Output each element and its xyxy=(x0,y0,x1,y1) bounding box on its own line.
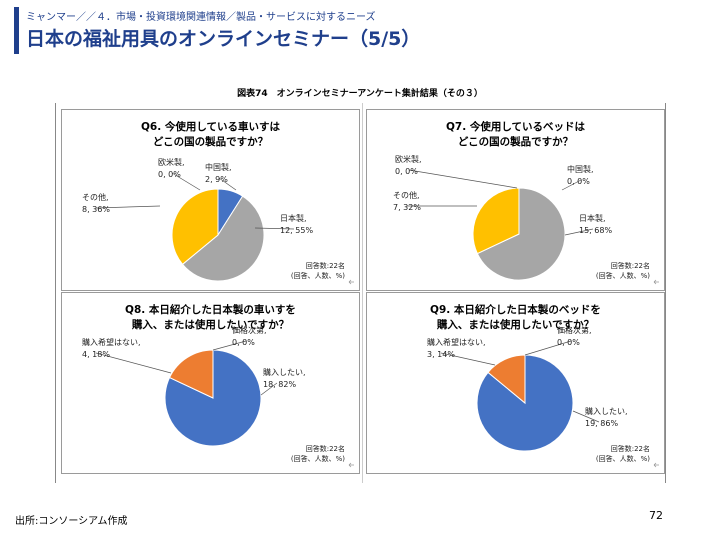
page-title: 日本の福祉用具のオンラインセミナー（5/5） xyxy=(26,28,421,50)
chart-panel-q6: Q6. 今使用している車いすは どこの国の製品ですか？ 中国製, 2, 9% 日本製, 1… xyxy=(61,109,360,291)
chart-panel-q7: Q7. 今使用しているベッドは どこの国の製品ですか？ 中国製, 0, 0% 日本製, 1… xyxy=(366,109,665,291)
leader-line-no-buy xyxy=(440,352,496,366)
leader-line-other xyxy=(95,205,161,209)
chart-title-line: Q8. 本日紹介した日本製の車いすを xyxy=(125,303,296,316)
data-label-other: 8, 36% xyxy=(82,205,110,214)
return-arrow-icon xyxy=(348,462,354,468)
pie-slice-other xyxy=(171,188,219,266)
frame-rule-left xyxy=(55,103,56,483)
pie-slice-no-buy xyxy=(168,349,214,399)
chart-title-line: Q6. 今使用している車いすは xyxy=(141,120,281,133)
data-label-no-buy: 購入希望はない, xyxy=(427,337,486,347)
data-label-price: 0, 0% xyxy=(557,338,580,347)
data-label-other: その他, xyxy=(82,192,109,202)
chart-panel-q9: Q9. 本日紹介した日本製のベッドを 購入、または使用したいですか？ 購入したい, 1… xyxy=(366,292,665,474)
return-arrow-icon xyxy=(348,279,354,285)
source-note: 出所:コンソーシアム作成 xyxy=(15,516,128,527)
page-number: 72 xyxy=(649,509,663,522)
response-count-note: 回答数:22名 xyxy=(611,444,650,453)
return-arrow-icon xyxy=(653,462,659,468)
pie-slice-no-buy xyxy=(487,354,526,405)
response-count-note: (回答、人数、%) xyxy=(291,271,345,280)
leader-line-china xyxy=(218,177,237,191)
breadcrumb: ミャンマー／／４．市場・投資環境関連情報／製品・サービスに対するニーズ xyxy=(26,12,376,23)
chart-panel-q8: Q8. 本日紹介した日本製の車いすを 購入、または使用したいですか？ 購入したい, 1… xyxy=(61,292,360,474)
leader-line-buy xyxy=(260,382,278,396)
data-label-buy: 19, 86% xyxy=(585,419,618,428)
data-label-western: 0, 0% xyxy=(158,170,181,179)
data-label-buy: 購入したい, xyxy=(263,367,306,377)
data-label-other: その他, xyxy=(393,190,420,200)
data-label-no-buy: 購入希望はない, xyxy=(82,337,141,347)
response-count-note: 回答数:22名 xyxy=(611,261,650,270)
chart-title-line: 購入、または使用したいですか？ xyxy=(131,318,289,331)
leader-line-price xyxy=(212,340,247,351)
leader-line-price xyxy=(524,340,572,356)
data-label-no-buy: 3, 14% xyxy=(427,350,455,359)
response-count-note: 回答数:22名 xyxy=(306,444,345,453)
response-count-note: (回答、人数、%) xyxy=(596,271,650,280)
data-label-japanese: 12, 55% xyxy=(280,226,313,235)
data-label-buy: 購入したい, xyxy=(585,406,628,416)
pie-slice-japanese xyxy=(476,187,566,281)
leader-line-western xyxy=(408,169,518,189)
frame-rule-right xyxy=(665,103,666,483)
data-label-price: 価格次第, xyxy=(232,325,267,335)
leader-line-japanese xyxy=(254,227,295,230)
data-label-western: 欧米製, xyxy=(395,154,422,164)
chart-title-line: Q7. 今使用しているベッドは xyxy=(446,120,586,133)
data-label-japanese: 日本製, xyxy=(579,213,606,223)
data-label-china: 中国製, xyxy=(205,162,232,172)
frame-rule-middle xyxy=(362,103,363,483)
leader-line-japanese xyxy=(564,228,594,236)
data-label-china: 中国製, xyxy=(567,164,594,174)
chart-title-line: 購入、または使用したいですか？ xyxy=(436,318,594,331)
response-count-note: (回答、人数、%) xyxy=(291,454,345,463)
data-label-buy: 18, 82% xyxy=(263,380,296,389)
data-label-japanese: 日本製, xyxy=(280,213,307,223)
response-count-note: 回答数:22名 xyxy=(306,261,345,270)
leader-line-western xyxy=(171,172,201,191)
return-arrow-icon xyxy=(653,279,659,285)
chart-title-line: どこの国の製品ですか？ xyxy=(458,135,573,148)
title-accent-bar xyxy=(14,7,19,54)
data-label-western: 0, 0% xyxy=(395,167,418,176)
data-label-japanese: 15, 68% xyxy=(579,226,612,235)
data-label-other: 7, 32% xyxy=(393,203,421,212)
data-label-china: 0, 0% xyxy=(567,177,590,186)
leader-line-no-buy xyxy=(95,352,172,374)
leader-line-china xyxy=(561,179,582,191)
data-label-china: 2, 9% xyxy=(205,175,228,184)
figure-frame: Q6. 今使用している車いすは どこの国の製品ですか？ 中国製, 2, 9% 日本製, 1… xyxy=(55,103,666,483)
data-label-no-buy: 4, 18% xyxy=(82,350,110,359)
chart-title-line: Q9. 本日紹介した日本製のベッドを xyxy=(430,303,601,316)
leader-line-buy xyxy=(572,410,600,423)
pie-slice-other xyxy=(472,187,520,255)
figure-title: 図表74 オンラインセミナーアンケート集計結果（その３） xyxy=(237,89,483,99)
data-label-western: 欧米製, xyxy=(158,157,185,167)
data-label-price: 価格次第, xyxy=(557,325,592,335)
pie-slice-japanese xyxy=(181,195,265,282)
chart-title-line: どこの国の製品ですか？ xyxy=(153,135,268,148)
data-label-price: 0, 0% xyxy=(232,338,255,347)
response-count-note: (回答、人数、%) xyxy=(596,454,650,463)
